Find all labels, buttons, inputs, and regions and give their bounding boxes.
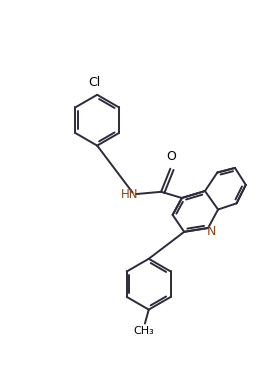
Text: HN: HN xyxy=(121,188,138,201)
Text: N: N xyxy=(206,225,216,238)
Text: Cl: Cl xyxy=(89,76,101,89)
Text: CH₃: CH₃ xyxy=(133,326,154,336)
Text: O: O xyxy=(166,150,176,163)
